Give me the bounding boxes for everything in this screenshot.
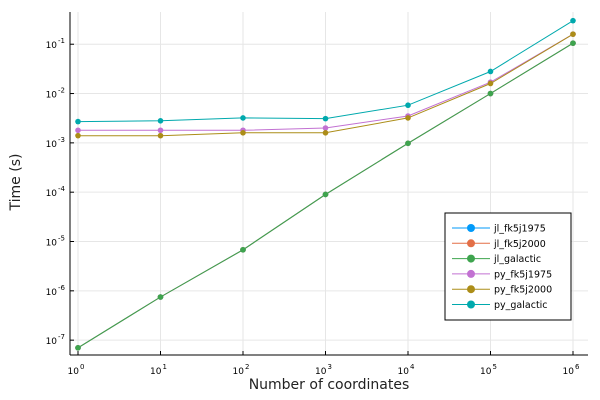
legend-label: jl_fk5j2000 [493,239,546,250]
legend-item-py_galactic: py_galactic [452,300,548,311]
legend-item-jl_galactic: jl_galactic [452,254,541,265]
data-point-py_galactic [487,68,494,75]
legend-item-py_fk5j1975: py_fk5j1975 [452,269,552,280]
y-tick-label: 10-1 [46,37,65,51]
data-point-jl_galactic [487,90,494,97]
legend-item-jl_fk5j2000: jl_fk5j2000 [452,239,546,250]
data-point-py_fk5j2000 [570,31,576,37]
data-point-py_galactic [322,115,329,122]
axes [69,12,588,356]
legend-label: py_fk5j1975 [494,269,552,280]
legend-label: jl_galactic [493,254,541,265]
data-point-py_galactic [75,118,81,125]
x-tick-label: 103 [315,363,332,377]
legend-label: py_galactic [494,300,548,311]
data-point-py_fk5j2000 [322,129,329,136]
legend-marker [467,300,475,309]
data-point-py_fk5j2000 [240,129,246,136]
data-point-jl_galactic [322,191,329,198]
data-point-py_fk5j2000 [405,115,411,121]
x-tick-label: 101 [150,363,167,377]
legend-item-py_fk5j2000: py_fk5j2000 [452,285,552,296]
data-point-py_fk5j1975 [75,127,81,134]
y-tick-label: 10-3 [46,136,65,150]
y-tick-label: 10-2 [46,87,65,101]
series-py_galactic [75,17,576,125]
legend-marker [467,239,475,248]
data-point-jl_galactic [157,294,164,300]
series-jl_galactic [75,40,576,351]
legend-label: jl_fk5j1975 [493,224,546,235]
ticks: 100 101 102 103 104 105 106 10-7 10-6 10-5 10-4 10-… [46,37,580,377]
data-point-py_fk5j2000 [157,132,164,139]
data-point-py_galactic [570,17,576,24]
x-tick-label: 104 [398,363,415,377]
x-tick-label: 106 [563,363,580,377]
legend-marker [467,254,475,263]
data-point-jl_galactic [405,140,411,147]
series-layer [75,17,576,351]
x-tick-label: 105 [480,363,497,377]
data-point-py_fk5j2000 [75,132,81,139]
y-tick-label: 10-7 [46,333,65,347]
legend-item-jl_fk5j1975: jl_fk5j1975 [452,224,546,235]
data-point-jl_galactic [570,40,576,46]
legend: jl_fk5j1975 jl_fk5j2000 jl_galactic py_fk5j… [444,212,572,321]
data-point-py_fk5j2000 [487,80,494,87]
y-tick-label: 10-4 [46,185,66,199]
x-tick-label: 102 [233,363,250,377]
x-tick-label: 100 [68,363,85,377]
data-point-jl_galactic [240,246,246,253]
data-point-jl_galactic [75,344,81,351]
legend-marker [467,269,475,278]
series-py_fk5j2000 [75,31,576,139]
legend-label: py_fk5j2000 [494,285,552,296]
data-point-py_fk5j1975 [322,125,329,131]
legend-box [444,212,572,321]
data-point-py_galactic [157,118,164,124]
y-tick-label: 10-5 [46,235,65,249]
data-point-py_galactic [405,102,411,109]
data-point-py_galactic [240,115,246,121]
y-axis-label: Time (s) [8,154,24,212]
y-tick-label: 10-6 [46,284,66,298]
x-axis-label: Number of coordinates [249,377,410,393]
legend-marker [467,224,475,232]
data-point-py_fk5j1975 [157,127,164,134]
legend-marker [467,285,475,294]
